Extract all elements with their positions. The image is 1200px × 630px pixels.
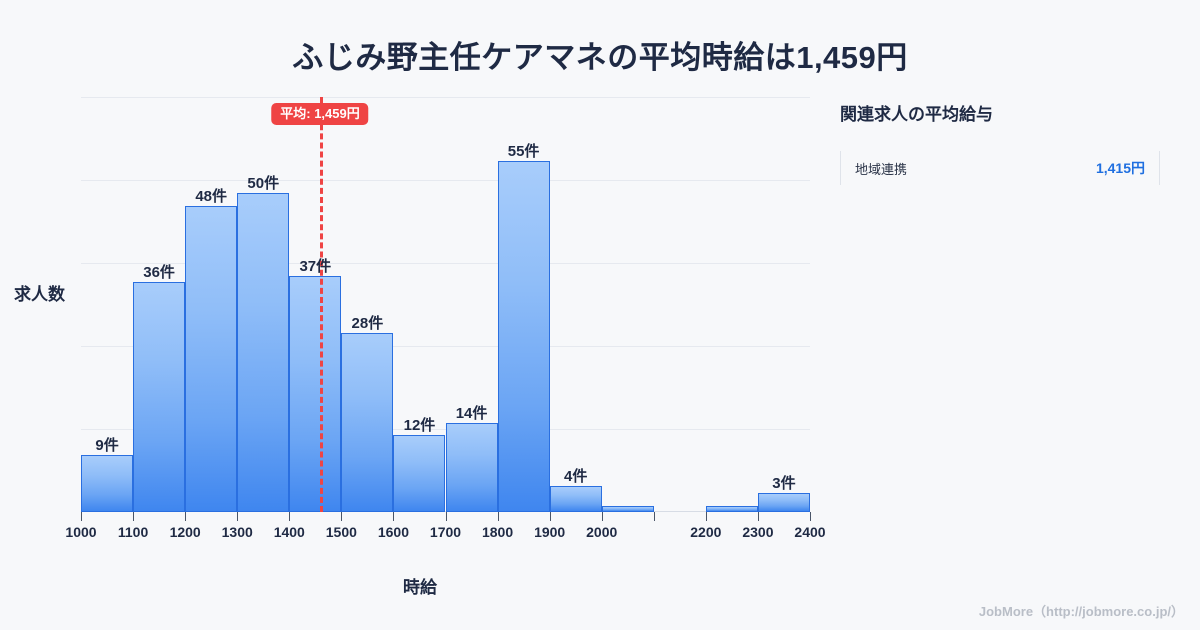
gridline xyxy=(81,263,810,264)
bar-value-label: 55件 xyxy=(507,142,540,160)
bar-value-label: 50件 xyxy=(247,174,280,192)
y-axis-title: 求人数 xyxy=(14,285,65,304)
average-line xyxy=(320,97,323,512)
histogram-bar[interactable] xyxy=(289,275,342,512)
related-salary-row[interactable]: 地域連携 1,415円 xyxy=(840,151,1160,185)
related-salary-row-value: 1,415円 xyxy=(1095,160,1145,176)
bar-value-label: 14件 xyxy=(455,404,488,422)
x-tick-label: 1200 xyxy=(169,524,201,540)
histogram-bar[interactable] xyxy=(549,486,602,512)
x-tick-label: 1700 xyxy=(429,524,462,540)
x-tick-mark xyxy=(133,512,135,521)
related-salary-list: 地域連携 1,415円 xyxy=(840,151,1180,185)
x-tick-label: 1300 xyxy=(221,524,253,540)
x-tick-mark xyxy=(497,512,499,521)
x-tick-label: 1900 xyxy=(534,524,566,540)
x-tick-label: 1800 xyxy=(481,524,514,540)
histogram-bar[interactable] xyxy=(81,454,134,512)
histogram-bar[interactable] xyxy=(341,333,394,512)
x-tick-mark xyxy=(237,512,239,521)
plot-area xyxy=(81,97,810,512)
histogram-bar[interactable] xyxy=(133,282,186,512)
x-tick-mark xyxy=(601,512,603,521)
histogram-bar[interactable] xyxy=(393,435,446,512)
histogram-bar[interactable] xyxy=(185,205,238,512)
bar-value-label: 37件 xyxy=(299,257,332,275)
x-tick-mark xyxy=(810,512,811,521)
related-salary-panel: 関連求人の平均給与 地域連携 1,415円 xyxy=(840,100,1180,185)
bar-value-label: 12件 xyxy=(403,417,436,435)
gridline xyxy=(81,97,810,98)
bar-value-label: 28件 xyxy=(351,315,384,333)
x-tick-mark xyxy=(445,512,447,521)
histogram-bar[interactable] xyxy=(445,422,498,512)
x-tick-label: 2400 xyxy=(794,524,826,540)
x-tick-mark xyxy=(549,512,551,521)
x-tick-mark xyxy=(185,512,187,521)
x-tick-label: 1500 xyxy=(325,524,357,540)
x-tick-label: 2200 xyxy=(690,524,722,540)
histogram-bar[interactable] xyxy=(237,192,290,512)
histogram-bar[interactable] xyxy=(757,492,810,512)
bar-value-label: 48件 xyxy=(195,187,228,205)
bar-value-label: 4件 xyxy=(564,468,588,486)
bar-value-label: 9件 xyxy=(95,436,119,454)
x-tick-mark xyxy=(393,512,395,521)
x-tick-label: 1000 xyxy=(65,524,97,540)
x-tick-label: 2000 xyxy=(586,524,618,540)
x-tick-mark xyxy=(757,512,759,521)
bar-value-label: 36件 xyxy=(143,264,175,282)
average-badge: 平均: 1,459円 xyxy=(271,103,369,125)
related-salary-row-label: 地域連携 xyxy=(855,161,908,177)
x-tick-label: 2300 xyxy=(742,524,774,540)
x-tick-mark xyxy=(653,512,655,521)
x-tick-label: 1100 xyxy=(117,524,149,540)
histogram-bar[interactable] xyxy=(705,505,758,512)
watermark: JobMore（http://jobmore.co.jp/） xyxy=(978,604,1184,619)
gridline xyxy=(81,346,810,347)
histogram-chart: 1000 1100 1200 1300 1400 1500 1600 1700 1800 1900… xyxy=(14,97,826,597)
histogram-bar[interactable] xyxy=(497,160,550,512)
histogram-bar[interactable] xyxy=(601,505,654,512)
related-salary-title: 関連求人の平均給与 xyxy=(840,105,993,124)
x-tick-label: 1400 xyxy=(273,524,305,540)
x-tick-mark xyxy=(81,512,82,521)
bar-value-label: 3件 xyxy=(772,474,796,492)
gridline xyxy=(81,180,810,181)
x-tick-mark xyxy=(705,512,707,521)
x-tick-mark xyxy=(289,512,291,521)
x-tick-label: 1600 xyxy=(377,524,409,540)
page-title: ふじみ野主任ケアマネの平均時給は1,459円 xyxy=(292,40,908,75)
x-axis-title: 時給 xyxy=(403,578,437,597)
x-tick-mark xyxy=(341,512,343,521)
